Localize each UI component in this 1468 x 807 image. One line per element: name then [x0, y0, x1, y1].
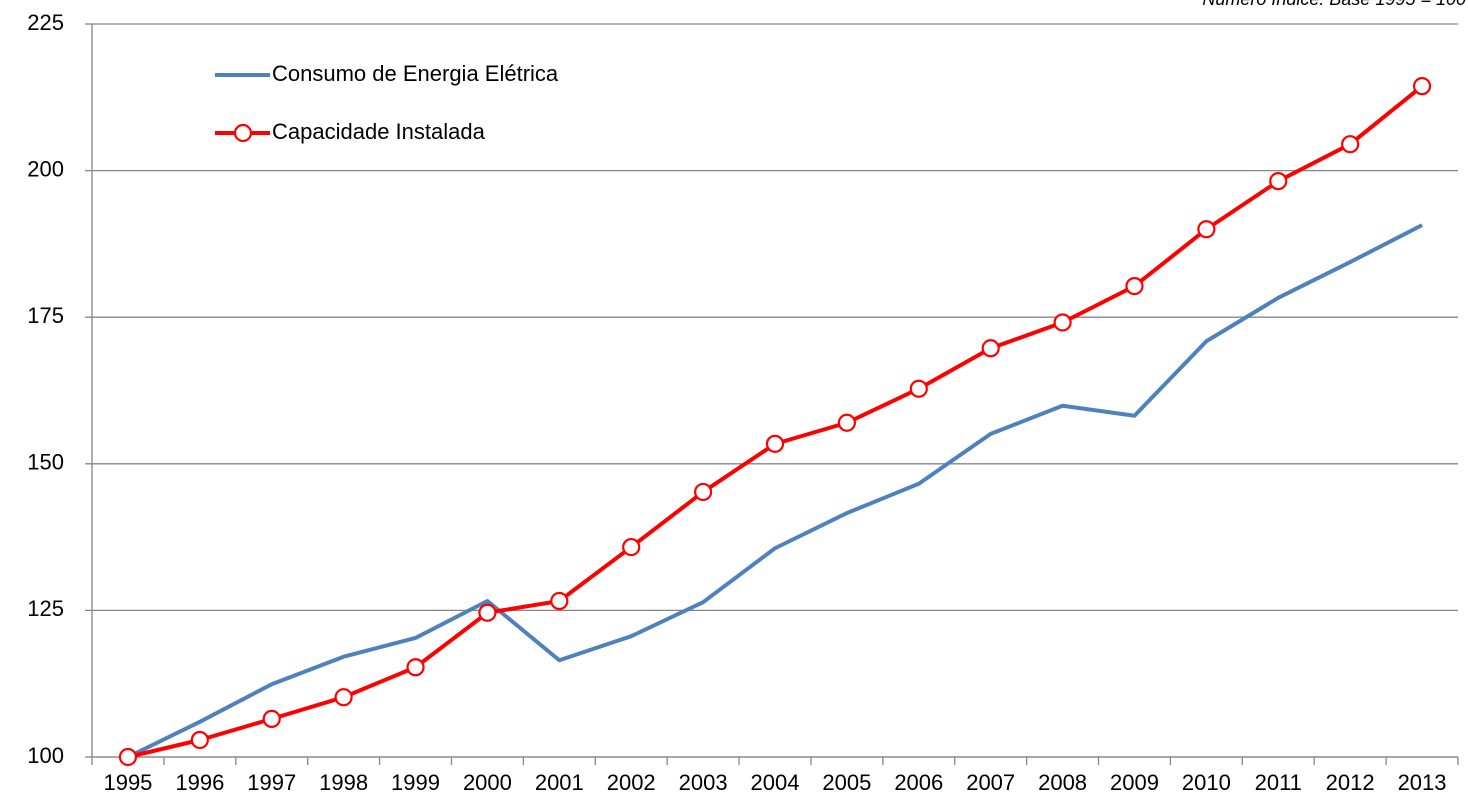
y-tick-label: 150 [27, 450, 64, 475]
x-tick-label: 1997 [247, 770, 296, 795]
x-tick-label: 2009 [1110, 770, 1159, 795]
point-marker [981, 339, 1000, 358]
series-line [127, 223, 1423, 759]
legend-label: Capacidade Instalada [272, 119, 486, 144]
point-marker [550, 591, 569, 611]
y-tick-label: 225 [27, 10, 64, 35]
y-tick-label: 175 [27, 303, 64, 328]
point-marker [1125, 277, 1144, 296]
x-tick-label: 2000 [463, 770, 512, 795]
series-line [127, 84, 1424, 759]
x-tick-label: 2011 [1255, 770, 1302, 795]
point-marker [190, 730, 209, 750]
x-tick-label: 2007 [966, 770, 1015, 795]
x-tick-label: 2005 [822, 770, 871, 795]
x-tick-label: 2001 [535, 770, 584, 795]
x-tick-label: 2004 [751, 770, 800, 795]
x-tick-label: 2003 [679, 770, 728, 795]
point-marker [909, 379, 928, 398]
point-marker [478, 603, 497, 622]
point-marker [1269, 172, 1288, 191]
legend-marker [233, 123, 253, 143]
y-tick-label: 200 [27, 156, 64, 181]
x-tick-label: 1998 [319, 770, 368, 795]
point-marker [622, 537, 641, 557]
x-tick-label: 2013 [1398, 770, 1447, 795]
point-marker [1053, 313, 1072, 332]
x-tick-label: 1995 [103, 770, 152, 795]
legend-label: Consumo de Energia Elétrica [272, 61, 559, 86]
point-marker [1412, 77, 1432, 96]
point-marker [118, 747, 138, 767]
x-tick-label: 2008 [1038, 770, 1087, 795]
x-tick-label: 2006 [894, 770, 943, 795]
point-marker [837, 413, 856, 432]
point-marker [765, 434, 785, 453]
point-marker [406, 658, 425, 677]
point-marker [334, 688, 353, 707]
x-tick-label: 2002 [607, 770, 656, 795]
point-marker [1197, 220, 1216, 239]
point-marker [1341, 135, 1360, 154]
x-tick-label: 1996 [175, 770, 224, 795]
point-marker [262, 709, 281, 728]
x-tick-label: 2012 [1326, 770, 1375, 795]
x-tick-label: 1999 [391, 770, 440, 795]
point-marker [694, 482, 713, 502]
x-tick-label: 2010 [1182, 770, 1231, 795]
y-tick-label: 100 [27, 743, 64, 768]
y-tick-label: 125 [27, 596, 64, 621]
chart-subtitle: Número Índice: Base 1995 = 100 [1202, 0, 1466, 9]
